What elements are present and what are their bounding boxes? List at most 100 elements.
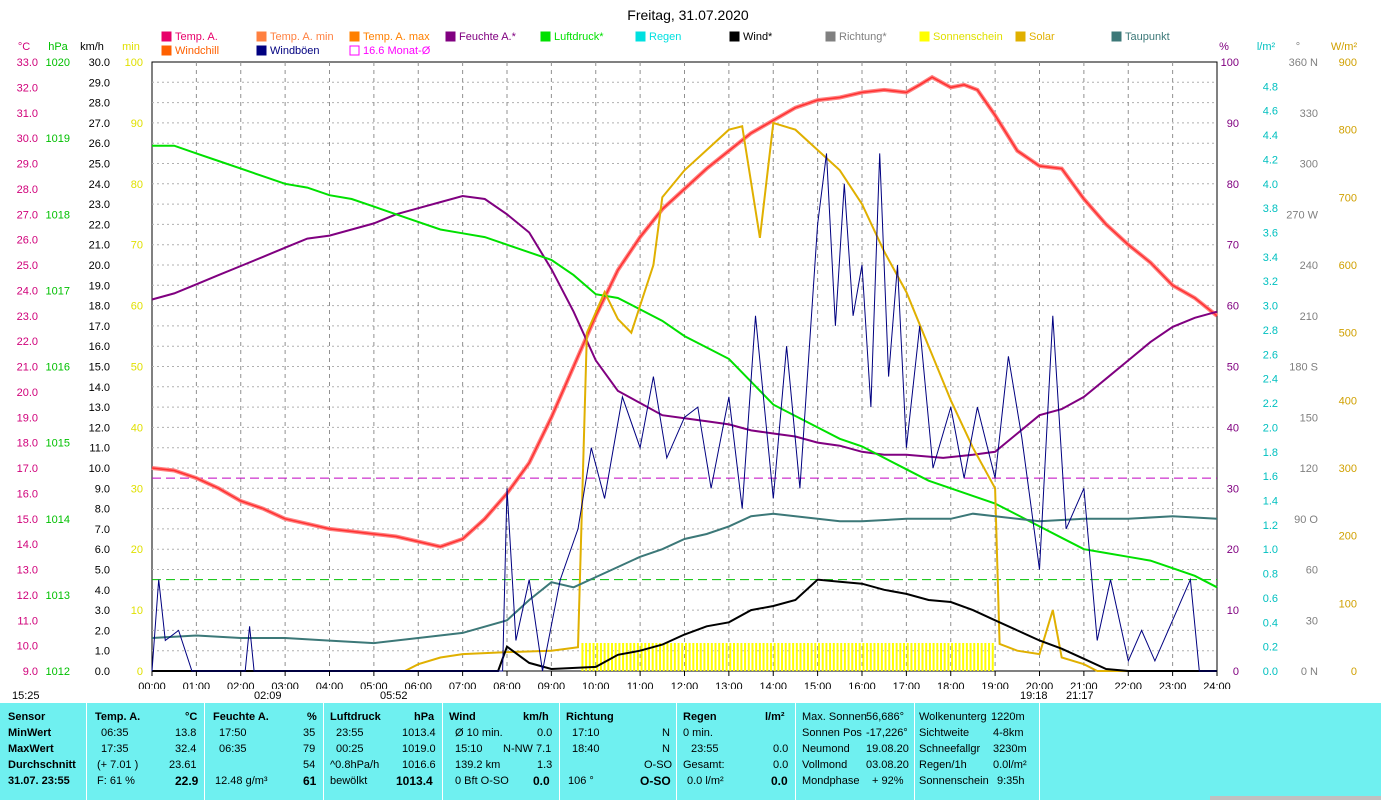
rain-current: 0.0 bbox=[771, 774, 788, 788]
rain-time: 23:55 bbox=[691, 743, 719, 755]
legend-swatch bbox=[729, 31, 740, 42]
tick-label-min: 0 bbox=[137, 666, 143, 678]
temp-unit: °C bbox=[185, 711, 198, 723]
rain-minutes: 0 min. bbox=[683, 727, 713, 739]
tick-label-dir: 210 bbox=[1300, 311, 1318, 323]
tick-label-rain: 3.6 bbox=[1263, 228, 1278, 240]
tick-label-temp_c: 23.0 bbox=[17, 311, 38, 323]
sunshine-label: Sonnenschein bbox=[919, 775, 989, 787]
dir-block: Richtung 17:10 N 18:40 N O-SO 106 ° O-SO bbox=[560, 703, 677, 800]
dir-header: Richtung bbox=[566, 711, 614, 723]
tick-label-rain: 2.6 bbox=[1263, 349, 1278, 361]
series-temp-a bbox=[151, 76, 1218, 548]
tick-label-percent: 90 bbox=[1227, 118, 1239, 130]
series-lines bbox=[151, 74, 1219, 672]
row-max: MaxWert bbox=[8, 743, 54, 755]
x-tick-label: 06:00 bbox=[404, 681, 432, 689]
sensor-header: Sensor bbox=[8, 711, 46, 723]
x-tick-label: 02:00 bbox=[227, 681, 255, 689]
tick-label-kmh: 17.0 bbox=[89, 321, 110, 333]
x-tick-label: 11:00 bbox=[627, 681, 654, 689]
hum-avg: 54 bbox=[303, 759, 316, 771]
tick-label-temp_c: 27.0 bbox=[17, 209, 38, 221]
tick-label-temp_c: 14.0 bbox=[17, 539, 38, 551]
tick-label-min: 60 bbox=[131, 301, 143, 313]
tick-label-rain: 2.2 bbox=[1263, 398, 1278, 410]
x-tick-label: 04:00 bbox=[316, 681, 344, 689]
tick-label-temp_c: 20.0 bbox=[17, 387, 38, 399]
press-unit: hPa bbox=[414, 711, 435, 723]
tick-label-hpa: 1019 bbox=[46, 133, 70, 145]
series-feuchte-a bbox=[151, 194, 1218, 459]
hum-min-time: 17:50 bbox=[219, 727, 247, 739]
axis-title-temp_c: °C bbox=[18, 41, 30, 53]
snowline: 3230m bbox=[993, 743, 1027, 755]
tick-label-solar: 400 bbox=[1339, 395, 1357, 407]
axis-title-solar: W/m² bbox=[1331, 41, 1358, 53]
legend-swatch bbox=[161, 31, 172, 42]
tick-label-kmh: 9.0 bbox=[95, 483, 110, 495]
press-min-time: 23:55 bbox=[336, 727, 364, 739]
hum-header: Feuchte A. bbox=[213, 711, 269, 723]
tick-label-rain: 4.6 bbox=[1263, 106, 1278, 118]
sunshine-band bbox=[581, 643, 994, 671]
tick-label-percent: 60 bbox=[1227, 301, 1239, 313]
tick-label-hpa: 1020 bbox=[46, 57, 70, 69]
tick-label-temp_c: 9.0 bbox=[23, 666, 38, 678]
tick-label-dir: 270 W bbox=[1286, 209, 1318, 221]
dir-current: O-SO bbox=[640, 774, 671, 788]
dir-r1: N bbox=[662, 727, 670, 739]
tick-label-dir: 60 bbox=[1306, 565, 1318, 577]
panel-empty-area bbox=[1040, 703, 1210, 800]
tick-label-kmh: 7.0 bbox=[95, 524, 110, 536]
x-tick-label: 07:00 bbox=[449, 681, 477, 689]
statistics-panel: Sensor MinWert MaxWert Durchschnitt 31.0… bbox=[0, 703, 1381, 800]
wind-avg: 1.3 bbox=[537, 759, 553, 771]
full-moon: 03.08.20 bbox=[866, 759, 909, 771]
tick-label-temp_c: 15.0 bbox=[17, 514, 38, 526]
visibility: 4-8km bbox=[993, 727, 1024, 739]
x-tick-label: 01:00 bbox=[183, 681, 211, 689]
temp-avg-note: (+ 7.01 ) bbox=[97, 759, 139, 771]
axes: °C 33.0 32.0 31.0 30.0 29.0 28.0 27.0 26.0 25.0 24… bbox=[17, 41, 1358, 689]
press-trend: ^0.8hPa/h bbox=[330, 759, 380, 771]
legend-label: 16.6 Monat-Ø bbox=[363, 45, 431, 57]
wind-header: Wind bbox=[449, 711, 476, 723]
dir-avg-dir: O-SO bbox=[644, 759, 673, 771]
rain-block: Regen l/m² 0 min. 23:55 0.0 Gesamt: 0.0 … bbox=[677, 703, 796, 800]
legend-swatch bbox=[825, 31, 836, 42]
x-tick-label: 23:00 bbox=[1159, 681, 1187, 689]
tick-label-hpa: 1017 bbox=[46, 285, 70, 297]
misc-block: Wolkenunterg 1220m Sichtweite 4-8km Schn… bbox=[915, 703, 1040, 800]
rain-total-label: Gesamt: bbox=[683, 759, 725, 771]
legend-swatch bbox=[349, 31, 360, 42]
tick-label-rain: 1.4 bbox=[1263, 495, 1278, 507]
axis-title-min: min bbox=[122, 41, 140, 53]
status-dusk: 21:17 bbox=[1066, 690, 1094, 702]
legend-swatch bbox=[635, 31, 646, 42]
tick-label-dir: 0 N bbox=[1301, 666, 1318, 678]
tick-label-rain: 4.8 bbox=[1263, 81, 1278, 93]
temp-block: Temp. A. °C 06:35 13.8 17:35 32.4 (+ 7.0… bbox=[87, 703, 205, 800]
moon-phase-label: Mondphase bbox=[802, 775, 860, 787]
rain-1h: 0.0l/m² bbox=[993, 759, 1027, 771]
tick-label-dir: 150 bbox=[1300, 412, 1318, 424]
legend-swatch bbox=[161, 45, 172, 56]
tick-label-hpa: 1013 bbox=[46, 590, 70, 602]
tick-label-kmh: 6.0 bbox=[95, 544, 110, 556]
x-tick-label: 03:00 bbox=[271, 681, 299, 689]
tick-label-kmh: 15.0 bbox=[89, 362, 110, 374]
reference-lines bbox=[152, 477, 1217, 581]
chart-grid bbox=[151, 61, 1218, 672]
press-avg: 1016.6 bbox=[402, 759, 436, 771]
tick-label-rain: 2.4 bbox=[1263, 374, 1278, 386]
row-current: 31.07. 23:55 bbox=[8, 775, 70, 787]
x-tick-label: 13:00 bbox=[715, 681, 743, 689]
tick-label-solar: 100 bbox=[1339, 598, 1357, 610]
tick-label-dir: 240 bbox=[1300, 260, 1318, 272]
series-wind bbox=[152, 578, 1217, 672]
axis-title-rain: l/m² bbox=[1257, 41, 1276, 53]
tick-label-kmh: 25.0 bbox=[89, 159, 110, 171]
wind-avg10-label: Ø 10 min. bbox=[455, 727, 503, 739]
dir-r2-time: 18:40 bbox=[572, 743, 600, 755]
